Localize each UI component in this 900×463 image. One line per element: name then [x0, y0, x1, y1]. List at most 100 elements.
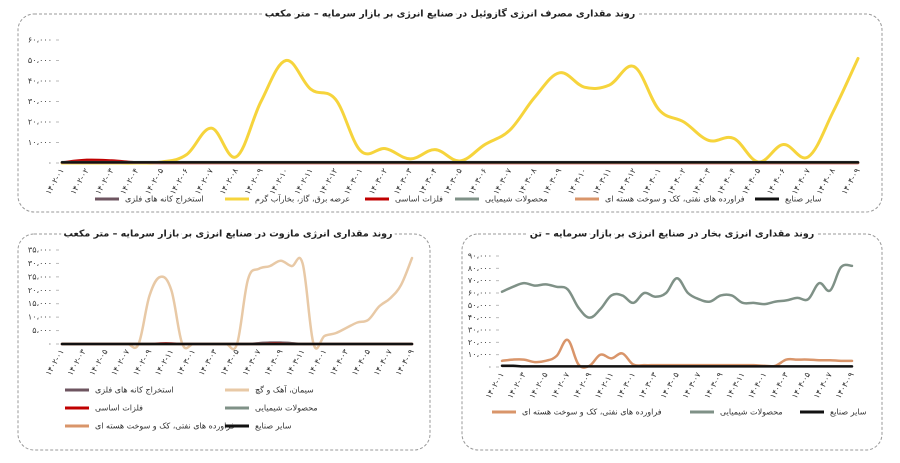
- x-tick-label: ۱۴۰۲-۰۹: [131, 348, 153, 377]
- y-tick-label: ۳۰،۰۰۰: [468, 326, 492, 335]
- y-tick-label: ۶۰،۰۰۰: [28, 36, 52, 45]
- panel-frame: [461, 233, 883, 451]
- x-tick-label: ۱۴۰۲-۰۲: [69, 167, 91, 196]
- legend-label: فلزات اساسی: [395, 195, 443, 204]
- x-tick-label: ۱۴۰۲-۰۶: [168, 167, 190, 196]
- y-tick-label: ۱۰،۰۰۰: [468, 350, 492, 359]
- y-tick-label: ۸۰،۰۰۰: [468, 264, 492, 273]
- x-tick-label: ۱۴۰۴-۰۷: [812, 370, 834, 400]
- y-tick-label: ۵۰،۰۰۰: [468, 301, 492, 310]
- legend-label: استخراج کانه های فلزی: [95, 386, 174, 395]
- y-tick-label: ۲۰،۰۰۰: [28, 286, 52, 295]
- x-tick-label: ۱۴۰۳-۱۱: [591, 167, 613, 196]
- x-tick-label: ۱۴۰۲-۰۱: [484, 371, 506, 400]
- y-tick-label: ۴۰،۰۰۰: [28, 77, 52, 86]
- x-tick-label: ۱۴۰۲-۱۱: [293, 167, 315, 196]
- x-tick-label: ۱۴۰۲-۰۸: [218, 166, 240, 196]
- y-tick-label: ۳۰،۰۰۰: [28, 97, 52, 106]
- x-tick-label: ۱۴۰۴-۰۷: [790, 166, 812, 196]
- x-tick-label: ۱۴۰۲-۰۳: [66, 347, 88, 377]
- x-tick-label: ۱۴۰۴-۰۱: [746, 371, 768, 400]
- x-tick-label: ۱۴۰۴-۰۹: [840, 167, 862, 196]
- chart-title: روند مقداری انرژی بخار در صنایع انرژی بر…: [530, 229, 814, 240]
- series-line: [60, 56, 860, 165]
- legend-label: فلزات اساسی: [95, 404, 143, 413]
- x-tick-label: ۱۴۰۳-۱۰: [566, 167, 588, 196]
- y-tick-label: ۴۰،۰۰۰: [468, 313, 492, 322]
- y-tick-label: ۳۰،۰۰۰: [28, 259, 52, 268]
- x-tick-label: ۱۴۰۲-۰۷: [549, 370, 571, 400]
- x-tick-label: ۱۴۰۴-۰۱: [641, 167, 663, 196]
- x-tick-label: ۱۴۰۳-۰۹: [263, 348, 285, 377]
- x-tick-label: ۱۴۰۴-۰۶: [765, 167, 787, 196]
- series-line: [500, 364, 854, 368]
- x-tick-label: ۱۴۰۴-۰۵: [740, 167, 762, 196]
- series-line: [500, 338, 854, 369]
- x-tick-label: ۱۴۰۳-۰۳: [197, 347, 219, 377]
- panel-frame: [17, 13, 883, 213]
- x-tick-label: ۱۴۰۲-۱۱: [153, 348, 175, 377]
- x-tick-label: ۱۴۰۳-۰۲: [367, 167, 389, 196]
- x-tick-label: ۱۴۰۳-۰۷: [681, 370, 703, 400]
- x-tick-label: ۱۴۰۲-۱۰: [268, 167, 290, 196]
- legend-label: سیمان، آهک و گچ: [255, 385, 314, 395]
- x-tick-label: ۱۴۰۳-۰۱: [342, 167, 364, 196]
- x-tick-label: ۱۴۰۴-۰۹: [394, 348, 416, 377]
- y-tick-label: ۹۰،۰۰۰: [468, 252, 492, 261]
- y-tick-label: ۰: [48, 340, 52, 349]
- x-tick-label: ۱۴۰۳-۰۷: [492, 166, 514, 196]
- x-tick-label: ۱۴۰۳-۰۶: [467, 167, 489, 196]
- chart-title: روند مقداری انرژی مازوت در صنایع انرژی ب…: [63, 229, 392, 240]
- legend-label: محصولات شیمیایی: [720, 408, 783, 417]
- x-tick-label: ۱۴۰۳-۰۳: [637, 370, 659, 400]
- legend-label: سایر صنایع: [255, 422, 292, 431]
- y-tick-label: ۵۰،۰۰۰: [28, 56, 52, 65]
- x-tick-label: ۱۴۰۲-۱۱: [593, 371, 615, 400]
- x-tick-label: ۱۴۰۳-۰۳: [392, 166, 414, 196]
- series-line: [500, 263, 854, 319]
- x-tick-label: ۱۴۰۴-۰۴: [715, 167, 737, 196]
- legend-label: محصولات شیمیایی: [485, 195, 548, 204]
- x-tick-label: ۱۴۰۳-۱۲: [616, 167, 638, 196]
- chart-title: روند مقداری مصرف انرژی گازوئیل در صنایع …: [265, 8, 636, 20]
- legend-label: سایر صنایع: [830, 408, 867, 417]
- legend-label: سایر صنایع: [785, 195, 822, 204]
- x-tick-label: ۱۴۰۳-۰۱: [615, 371, 637, 400]
- y-tick-label: ۱۵،۰۰۰: [28, 299, 52, 308]
- x-tick-label: ۱۴۰۳-۰۸: [516, 166, 538, 196]
- y-tick-label: ۵،۰۰۰: [32, 326, 52, 335]
- x-tick-label: ۱۴۰۲-۰۷: [193, 166, 215, 196]
- x-tick-label: ۱۴۰۲-۰۵: [528, 371, 550, 400]
- x-tick-label: ۱۴۰۴-۰۵: [350, 348, 372, 377]
- x-tick-label: ۱۴۰۴-۰۵: [790, 371, 812, 400]
- legend-label: فراورده های نفتی، کک و سوخت هسته ای: [522, 408, 662, 417]
- x-tick-label: ۱۴۰۲-۰۴: [118, 167, 140, 196]
- x-tick-label: ۱۴۰۳-۱۱: [284, 348, 306, 377]
- legend-label: استخراج کانه های فلزی: [125, 195, 204, 204]
- x-tick-label: ۱۴۰۳-۰۵: [219, 348, 241, 377]
- x-tick-label: ۱۴۰۴-۰۲: [666, 167, 688, 196]
- x-tick-label: ۱۴۰۴-۰۳: [768, 370, 790, 400]
- x-tick-label: ۱۴۰۳-۰۹: [703, 371, 725, 400]
- y-tick-label: ۰: [48, 159, 52, 168]
- y-tick-label: ۲۰،۰۰۰: [28, 118, 52, 127]
- x-tick-label: ۱۴۰۳-۰۹: [541, 167, 563, 196]
- x-tick-label: ۱۴۰۳-۰۷: [241, 347, 263, 377]
- x-tick-label: ۱۴۰۴-۰۸: [815, 166, 837, 196]
- legend-label: محصولات شیمیایی: [255, 404, 318, 413]
- y-tick-label: ۲۵،۰۰۰: [28, 272, 52, 281]
- x-tick-label: ۱۴۰۴-۰۷: [372, 347, 394, 377]
- y-tick-label: ۲۰،۰۰۰: [468, 338, 492, 347]
- x-tick-label: ۱۴۰۳-۰۱: [175, 348, 197, 377]
- x-tick-label: ۱۴۰۳-۱۱: [724, 371, 746, 400]
- x-tick-label: ۱۴۰۲-۰۵: [143, 167, 165, 196]
- legend-label: عرضه برق، گاز، بخارآب گرم: [255, 194, 350, 204]
- x-tick-label: ۱۴۰۳-۰۴: [417, 167, 439, 196]
- x-tick-label: ۱۴۰۲-۰۵: [88, 348, 110, 377]
- x-tick-label: ۱۴۰۴-۰۱: [306, 348, 328, 377]
- x-tick-label: ۱۴۰۲-۰۹: [571, 371, 593, 400]
- y-tick-label: ۰: [488, 363, 492, 372]
- x-tick-label: ۱۴۰۲-۰۷: [109, 347, 131, 377]
- x-tick-label: ۱۴۰۲-۱۲: [317, 167, 339, 196]
